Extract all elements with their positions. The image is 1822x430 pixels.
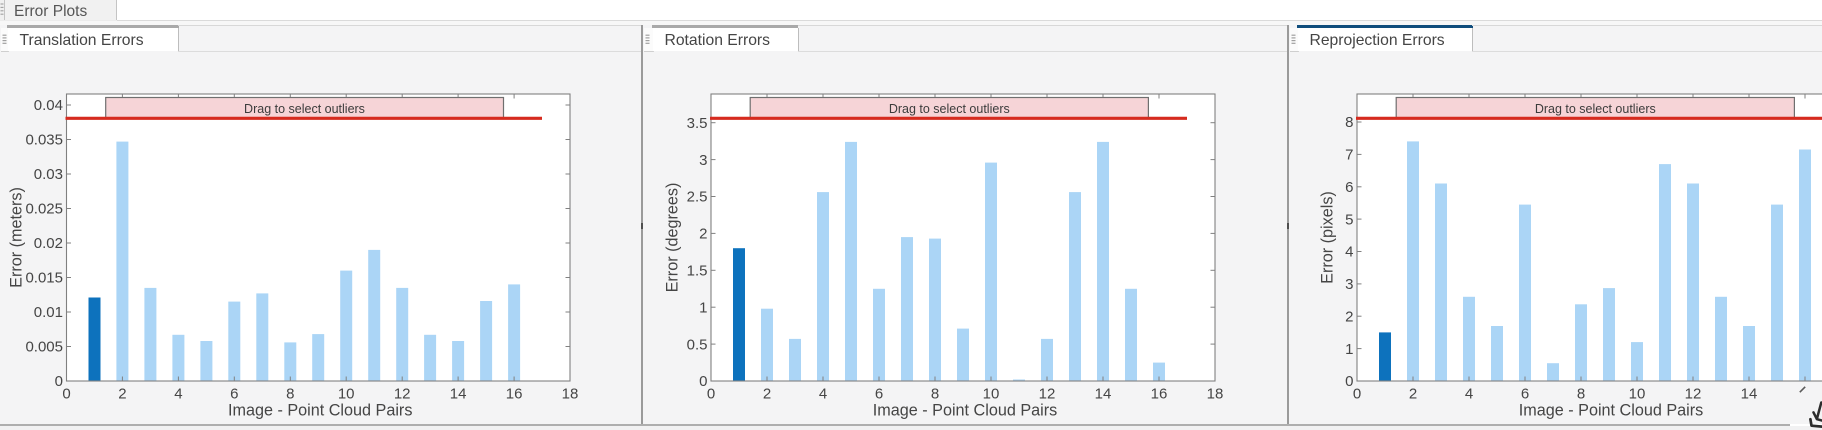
svg-text:16: 16 xyxy=(1151,386,1168,403)
svg-text:1: 1 xyxy=(699,299,707,316)
svg-text:14: 14 xyxy=(1741,386,1758,403)
svg-text:18: 18 xyxy=(1207,386,1224,403)
svg-text:6: 6 xyxy=(1345,179,1353,196)
svg-text:Error (degrees): Error (degrees) xyxy=(664,183,682,293)
svg-text:Reprojection Errors: Reprojection Errors xyxy=(1310,32,1445,49)
svg-text:1.5: 1.5 xyxy=(687,263,708,280)
svg-text:10: 10 xyxy=(983,386,1000,403)
svg-text:8: 8 xyxy=(1345,114,1353,131)
svg-text:Rotation Errors: Rotation Errors xyxy=(665,32,771,49)
svg-text:6: 6 xyxy=(875,386,883,403)
svg-text:4: 4 xyxy=(1465,386,1473,403)
svg-text:0: 0 xyxy=(55,373,63,390)
svg-text:0: 0 xyxy=(1353,386,1361,403)
svg-text:14: 14 xyxy=(450,386,467,403)
svg-text:0.01: 0.01 xyxy=(34,304,63,321)
svg-text:Image - Point Cloud Pairs: Image - Point Cloud Pairs xyxy=(873,402,1057,420)
svg-text:2: 2 xyxy=(1345,308,1353,325)
svg-text:7: 7 xyxy=(1345,147,1353,164)
svg-text:4: 4 xyxy=(819,386,827,403)
svg-text:Image - Point Cloud Pairs: Image - Point Cloud Pairs xyxy=(1519,402,1703,420)
svg-text:4: 4 xyxy=(1345,244,1353,261)
svg-text:3: 3 xyxy=(699,152,707,169)
svg-text:0.02: 0.02 xyxy=(34,235,63,252)
svg-text:1: 1 xyxy=(1345,341,1353,358)
svg-text:10: 10 xyxy=(1629,386,1646,403)
svg-text:3: 3 xyxy=(1345,276,1353,293)
svg-text:0.5: 0.5 xyxy=(687,336,708,353)
svg-text:2: 2 xyxy=(763,386,771,403)
svg-text:Translation Errors: Translation Errors xyxy=(20,32,144,49)
svg-text:10: 10 xyxy=(338,386,355,403)
svg-text:0.03: 0.03 xyxy=(34,166,63,183)
svg-text:0: 0 xyxy=(699,373,707,390)
svg-text:0.04: 0.04 xyxy=(34,97,63,114)
svg-text:Drag to select outliers: Drag to select outliers xyxy=(244,102,365,116)
svg-text:14: 14 xyxy=(1095,386,1112,403)
svg-text:16: 16 xyxy=(506,386,523,403)
svg-text:Image - Point Cloud Pairs: Image - Point Cloud Pairs xyxy=(228,402,412,420)
svg-text:4: 4 xyxy=(174,386,182,403)
svg-text:2: 2 xyxy=(699,226,707,243)
svg-text:6: 6 xyxy=(230,386,238,403)
svg-text:0: 0 xyxy=(1345,373,1353,390)
svg-text:0.025: 0.025 xyxy=(25,201,63,218)
svg-text:0: 0 xyxy=(62,386,70,403)
svg-text:12: 12 xyxy=(1039,386,1056,403)
svg-text:Error (pixels): Error (pixels) xyxy=(1319,191,1337,284)
svg-text:2.5: 2.5 xyxy=(687,189,708,206)
svg-text:2: 2 xyxy=(118,386,126,403)
svg-text:2: 2 xyxy=(1409,386,1417,403)
svg-text:Drag to select outliers: Drag to select outliers xyxy=(1535,102,1656,116)
svg-text:Drag to select outliers: Drag to select outliers xyxy=(889,102,1010,116)
svg-text:5: 5 xyxy=(1345,211,1353,228)
svg-text:0.015: 0.015 xyxy=(25,270,63,287)
svg-text:8: 8 xyxy=(1577,386,1585,403)
svg-text:Error Plots: Error Plots xyxy=(14,3,87,20)
svg-text:3.5: 3.5 xyxy=(687,115,708,132)
svg-text:0.005: 0.005 xyxy=(25,339,63,356)
svg-text:0.035: 0.035 xyxy=(25,132,63,149)
svg-text:Error (meters): Error (meters) xyxy=(8,187,26,288)
svg-text:0: 0 xyxy=(707,386,715,403)
svg-text:6: 6 xyxy=(1521,386,1529,403)
svg-text:12: 12 xyxy=(1685,386,1702,403)
svg-text:12: 12 xyxy=(394,386,411,403)
svg-text:8: 8 xyxy=(286,386,294,403)
svg-text:18: 18 xyxy=(562,386,579,403)
svg-text:8: 8 xyxy=(931,386,939,403)
